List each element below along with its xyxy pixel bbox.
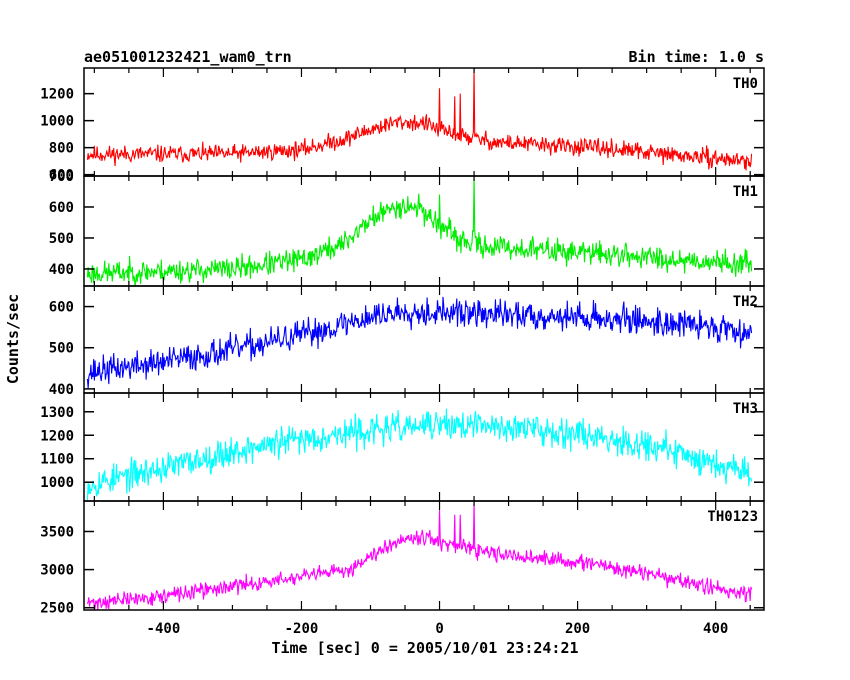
panel-th0123: TH0123 2500 3000 3500 (40, 500, 765, 617)
y-tick-label: 500 (49, 231, 74, 247)
panel-frame (83, 500, 765, 611)
panel-frame (83, 67, 765, 177)
panel-label: TH2 (733, 294, 758, 310)
y-tick-label: 400 (49, 262, 74, 278)
panel-th3: TH3 1000 1100 1200 1300 (40, 392, 765, 502)
y-tick-label: 600 (49, 300, 74, 316)
x-tick-label: 400 (703, 621, 728, 637)
bin-time-label: Bin time: 1.0 s (629, 48, 764, 66)
series-line-th0123 (86, 501, 753, 610)
y-tick-label: 500 (49, 341, 74, 357)
panel-label: TH1 (733, 184, 758, 200)
x-tick-label: 0 (435, 621, 443, 637)
panel-label: TH3 (733, 401, 758, 417)
x-tick-label: 200 (565, 621, 590, 637)
y-tick-label: 1100 (40, 452, 74, 468)
y-tick-label: 800 (49, 141, 74, 157)
y-tick-label: 600 (49, 168, 74, 184)
x-axis-label: Time [sec] 0 = 2005/10/01 23:24:21 (271, 639, 578, 657)
y-tick-label: 3000 (40, 563, 74, 579)
y-tick-label: 700 (49, 169, 74, 185)
y-tick-label: 400 (49, 382, 74, 398)
observation-id: ae051001232421_wam0_trn (84, 48, 292, 66)
y-tick-label: 1000 (40, 475, 74, 491)
series-line-th3 (86, 408, 753, 501)
panel-frame (83, 392, 765, 502)
panel-frame (83, 285, 765, 394)
y-tick-label: 2500 (40, 601, 74, 617)
y-tick-label: 3500 (40, 524, 74, 540)
panel-label: TH0 (733, 76, 758, 92)
series-line-th0 (86, 68, 753, 171)
y-axis-label: Counts/sec (4, 294, 22, 384)
y-tick-label: 1300 (40, 405, 74, 421)
panels-group: TH060080010001200TH1400500600700TH240050… (40, 67, 765, 617)
y-tick-label: 1200 (40, 428, 74, 444)
y-tick-label: 1200 (40, 87, 74, 103)
y-tick-label: 600 (49, 200, 74, 216)
series-line-th2 (86, 296, 753, 389)
y-tick-label: 1000 (40, 114, 74, 130)
x-tick-label: -200 (285, 621, 319, 637)
panel-th2: TH2 400 500 600 (49, 285, 765, 398)
x-tick-label: -400 (147, 621, 181, 637)
x-axis: -400 -200 0 200 400 (147, 621, 729, 637)
panel-label: TH0123 (707, 509, 758, 525)
series-line-th1 (86, 176, 753, 286)
panel-th0: TH0 600 800 1000 1200 (40, 67, 765, 184)
